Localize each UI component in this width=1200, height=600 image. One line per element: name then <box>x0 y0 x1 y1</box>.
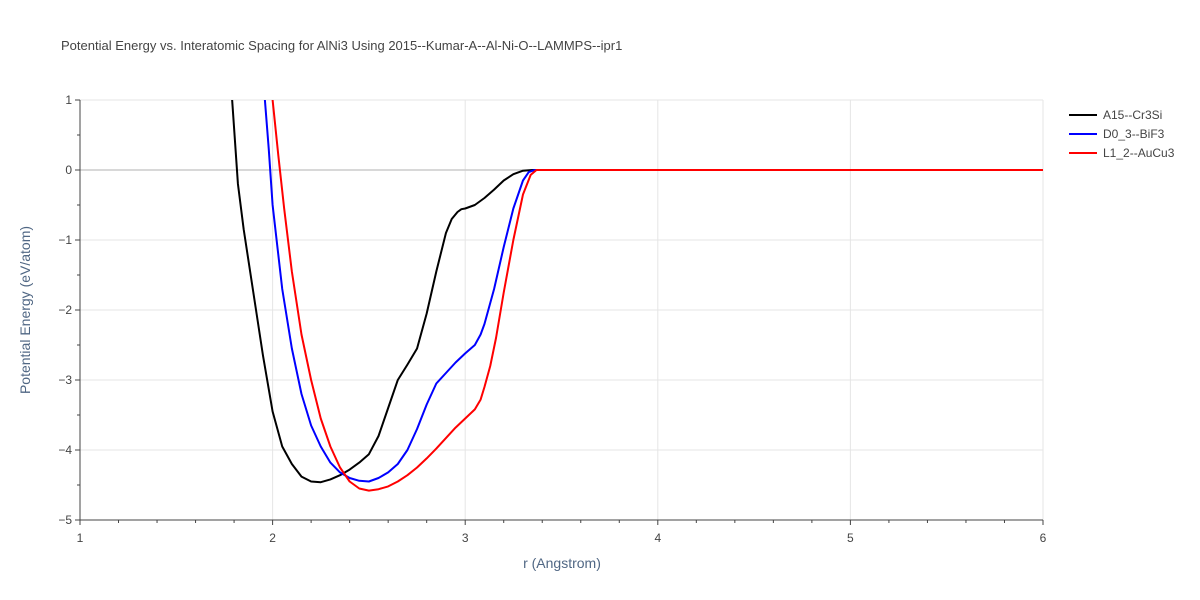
y-axis-title: Potential Energy (eV/atom) <box>17 226 33 394</box>
chart-title: Potential Energy vs. Interatomic Spacing… <box>61 38 622 53</box>
legend-item-a15-cr3si[interactable]: A15--Cr3Si <box>1069 108 1162 122</box>
y-tick-label: −2 <box>58 303 72 317</box>
x-tick-label: 1 <box>77 531 84 545</box>
x-tick-label: 6 <box>1040 531 1047 545</box>
series-layer <box>231 100 1043 492</box>
series-line-a15-cr3si <box>231 100 1043 484</box>
y-tick-label: −3 <box>58 373 72 387</box>
y-tick-label: −5 <box>58 513 72 527</box>
x-tick-label: 3 <box>462 531 469 545</box>
series-line-l1-2-aucu3 <box>271 100 1043 492</box>
legend-item-l1-2-aucu3[interactable]: L1_2--AuCu3 <box>1069 146 1175 160</box>
axes: 1 2 3 4 5 6 1 0 −1 −2 −3 −4 −5 <box>58 93 1046 545</box>
y-tick-label: −4 <box>58 443 72 457</box>
legend[interactable]: A15--Cr3Si D0_3--BiF3 L1_2--AuCu3 <box>1069 108 1175 160</box>
legend-label: L1_2--AuCu3 <box>1103 146 1175 160</box>
grid <box>80 99 1044 520</box>
legend-item-d0-3-bif3[interactable]: D0_3--BiF3 <box>1069 127 1165 141</box>
x-axis-title: r (Angstrom) <box>523 555 601 571</box>
x-tick-label: 5 <box>847 531 854 545</box>
y-tick-label: 0 <box>65 163 72 177</box>
legend-label: D0_3--BiF3 <box>1103 127 1165 141</box>
y-tick-label: −1 <box>58 233 72 247</box>
y-tick-label: 1 <box>65 93 72 107</box>
legend-label: A15--Cr3Si <box>1103 108 1162 122</box>
x-tick-label: 4 <box>654 531 661 545</box>
x-tick-label: 2 <box>269 531 276 545</box>
series-line-d0-3-bif3 <box>263 100 1043 483</box>
